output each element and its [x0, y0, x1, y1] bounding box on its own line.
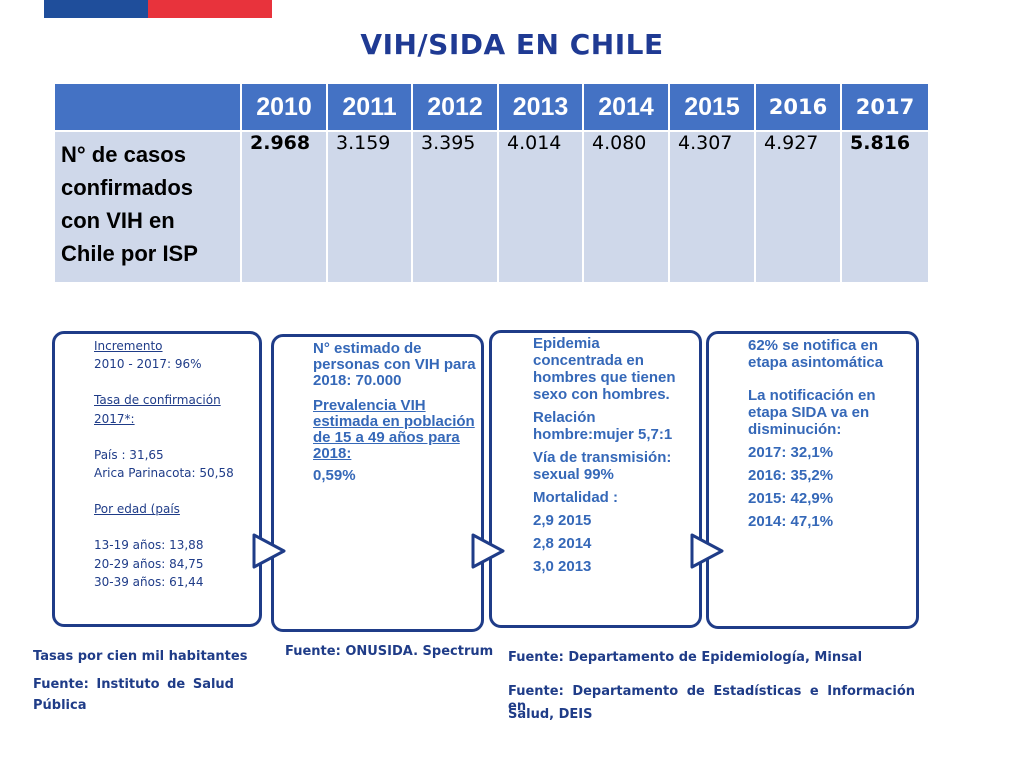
header-empty-cell	[53, 82, 242, 132]
notificacion-row: 2015: 42,9%	[748, 490, 834, 507]
value-cell: 4.307	[668, 130, 756, 284]
flag-red-bar	[148, 0, 272, 18]
mortalidad-row: 2,8 2014	[533, 535, 592, 552]
year-header: 2016	[754, 82, 842, 132]
tasa-arica: Arica Parinacota: 50,58	[94, 466, 234, 481]
year-header: 2010	[240, 82, 328, 132]
year-header: 2011	[326, 82, 413, 132]
sida-text: La notificación en etapa SIDA va en dism…	[748, 387, 876, 438]
box3-text: Epidemia concentrada en hombres que tien…	[533, 335, 693, 581]
year-header: 2015	[668, 82, 756, 132]
mortalidad-row: 2,9 2015	[533, 512, 592, 529]
value-cell: 3.395	[411, 130, 499, 284]
info-box-incremento	[52, 331, 262, 627]
mortalidad-label: Mortalidad :	[533, 489, 618, 506]
value-cell: 3.159	[326, 130, 413, 284]
notificacion-row: 2016: 35,2%	[748, 467, 834, 484]
info-box-epidemia	[489, 330, 702, 628]
tasa-label: Tasa de confirmación	[94, 393, 221, 408]
edad-label: Por edad (país	[94, 502, 180, 517]
prevalencia-label: Prevalencia VIH estimada en población de…	[313, 397, 475, 462]
source-tasas: Tasas por cien mil habitantes	[33, 649, 248, 664]
box2-text: N° estimado de personas con VIH para 201…	[313, 341, 478, 493]
info-box-estimado	[271, 334, 484, 632]
notificacion-row: 2014: 47,1%	[748, 513, 834, 530]
via-text: Vía de transmisión: sexual 99%	[533, 449, 672, 483]
arrow-right-icon	[471, 533, 505, 569]
value-cell: 5.816	[840, 130, 930, 284]
mortalidad-row: 3,0 2013	[533, 558, 592, 575]
epidemia-text: Epidemia concentrada en hombres que tien…	[533, 335, 676, 403]
arrow-right-icon	[252, 533, 286, 569]
table-row: N° de casos confirmados con VIH en Chile…	[53, 130, 930, 284]
box1-text: Incremento 2010 - 2017: 96% Tasa de conf…	[94, 337, 234, 591]
tasa-pais: País : 31,65	[94, 447, 164, 462]
tasa-label-year: 2017*:	[94, 411, 135, 426]
year-header: 2014	[582, 82, 670, 132]
source-deis: Fuente: Departamento de Estadísticas e I…	[508, 684, 915, 714]
value-cell: 4.927	[754, 130, 842, 284]
flag-blue-bar	[44, 0, 148, 18]
page-title: VIH/SIDA EN CHILE	[360, 28, 664, 61]
year-header: 2013	[497, 82, 584, 132]
relacion-text: Relación hombre:mujer 5,7:1	[533, 409, 673, 443]
row-label: N° de casos confirmados con VIH en Chile…	[53, 130, 242, 284]
value-cell: 4.080	[582, 130, 670, 284]
cases-table: 2010 2011 2012 2013 2014 2015 2016 2017 …	[53, 82, 930, 284]
box4-text: 62% se notifica en etapa asintomática La…	[748, 337, 913, 536]
edad-row: 20-29 años: 84,75	[94, 556, 204, 571]
prevalencia-value: 0,59%	[313, 467, 356, 484]
year-header: 2012	[411, 82, 499, 132]
arrow-right-icon	[690, 533, 724, 569]
source-isp-cont: Pública	[33, 698, 87, 713]
edad-row: 30-39 años: 61,44	[94, 574, 204, 589]
incremento-value: 2010 - 2017: 96%	[94, 357, 202, 372]
asintomatica-text: 62% se notifica en etapa asintomática	[748, 337, 884, 371]
source-onusida: Fuente: ONUSIDA. Spectrum	[285, 644, 494, 659]
edad-row: 13-19 años: 13,88	[94, 538, 204, 553]
estimado-text: N° estimado de personas con VIH para 201…	[313, 340, 476, 389]
info-box-notificacion	[706, 331, 919, 629]
table-header-row: 2010 2011 2012 2013 2014 2015 2016 2017	[53, 82, 930, 132]
year-header: 2017	[840, 82, 930, 132]
source-deis-cont: Salud, DEIS	[508, 707, 593, 722]
notificacion-row: 2017: 32,1%	[748, 444, 834, 461]
value-cell: 4.014	[497, 130, 584, 284]
source-isp: Fuente: Instituto de Salud	[33, 677, 234, 692]
source-epidemiologia: Fuente: Departamento de Epidemiología, M…	[508, 650, 863, 665]
value-cell: 2.968	[240, 130, 328, 284]
incremento-label: Incremento	[94, 339, 163, 353]
